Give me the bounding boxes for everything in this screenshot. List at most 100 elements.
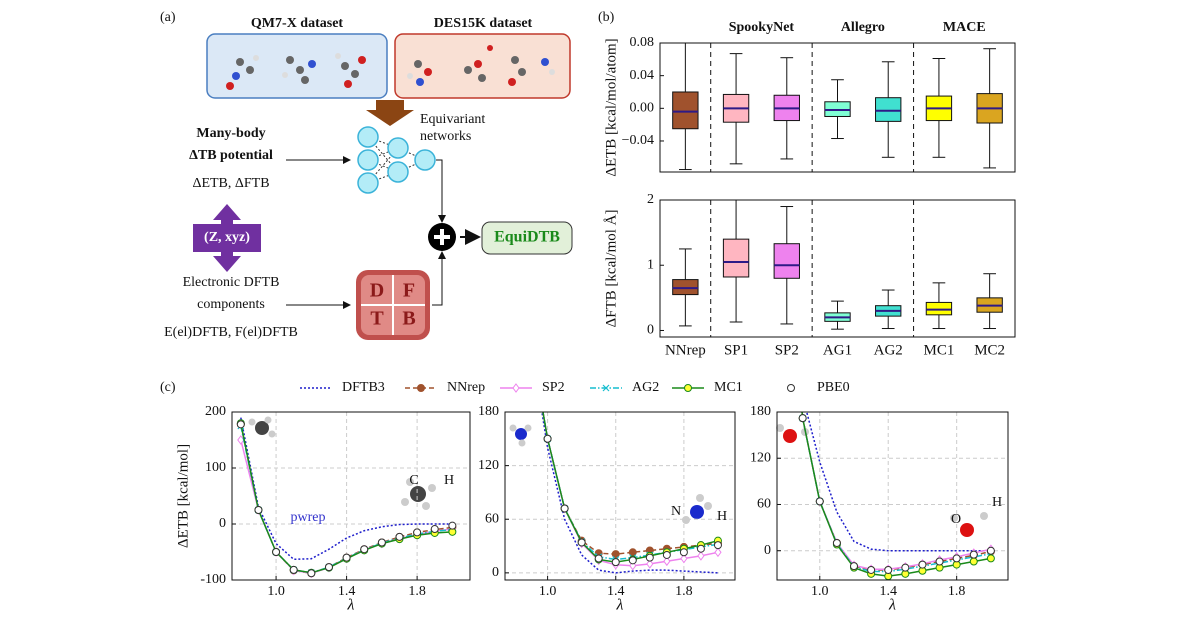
legend-entry: PBE0 [787,380,850,395]
group-label: SpookyNet [729,20,795,35]
panel-label: (c) [160,380,176,395]
legend-label: AG2 [632,380,659,395]
legend-label: NNrep [447,380,485,395]
double-arrow [213,204,241,272]
series-line [805,412,991,552]
plot-frame [504,411,736,581]
y-tick-label: 180 [478,404,499,419]
box [875,97,902,122]
data-point [850,562,858,571]
y-tick-label: 60 [757,497,771,512]
plot-frame [231,411,471,581]
data-point [628,556,637,565]
legend-marker [602,384,610,392]
y-tick-label: 200 [205,404,226,419]
data-point [510,212,517,219]
y-tick-label: 2 [647,192,654,207]
logo-letter: B [402,308,415,330]
dataset-box [206,33,388,99]
data-point [395,532,404,541]
network-nodes [357,126,436,194]
annotation: H [717,509,727,524]
dataset-title: DES15K dataset [434,16,533,31]
panel-label: (a) [160,10,176,25]
legend-entry: AG2 [590,380,659,395]
data-point [543,434,552,443]
data-point [986,554,995,563]
data-point [935,557,944,566]
x-tick-label: MC1 [924,342,955,358]
plot-frame [659,42,1016,173]
data-point [577,538,586,547]
legend-entry: NNrep [405,380,485,395]
x-tick-label: 1.0 [539,584,557,599]
data-point [815,497,824,506]
box [672,91,699,130]
data-point [662,550,671,559]
y-tick-label: 0 [647,323,654,338]
dataset-box [394,33,571,99]
x-tick-label: 1.8 [675,584,693,599]
data-point [986,546,995,555]
data-point [663,556,671,567]
plot-frame [659,199,1016,338]
arrow [366,100,414,126]
potential-label: Many-body [196,126,265,141]
data-point [969,550,978,559]
potential-label: ΔTB potential [189,148,273,163]
x-tick-label: AG1 [823,342,852,358]
data-point [511,211,517,219]
electronic-label: Electronic DFTB [183,275,280,290]
x-tick-label: 1.4 [607,584,625,599]
annotation: C [409,473,418,488]
x-tick-label: 1.8 [408,584,426,599]
y-tick-label: 60 [485,511,499,526]
series-line [541,412,719,574]
data-point [448,521,457,530]
data-point [528,338,534,344]
data-point [645,553,654,562]
y-tick-label: 1 [647,257,654,272]
y-tick-label: −0.04 [622,133,654,148]
legend-label: MC1 [714,380,743,395]
networks-label: Equivariant [420,112,485,127]
data-point [901,563,910,572]
output-label: EquiDTB [494,229,560,246]
data-point [646,559,654,569]
legend-marker [684,384,692,392]
annotation: pwrep [291,510,326,525]
x-axis-label: λ [347,597,355,614]
y-axis-label: ΔFTB [kcal/mol Å] [603,210,619,328]
x-axis-label: λ [888,597,896,614]
data-point [377,538,386,547]
y-axis-label: ΔETB [kcal/mol] [175,444,191,548]
box [773,243,800,279]
legend-label: SP2 [542,380,565,395]
group-label: Allegro [841,20,885,35]
legend-entry: DFTB3 [300,380,385,395]
x-tick-label: 1.8 [948,584,966,599]
x-tick-label: MC2 [974,342,1005,358]
x-tick-label: 1.4 [879,584,897,599]
x-tick-label: SP1 [724,342,748,358]
x-tick-label: NNrep [665,342,706,358]
annotation: O [951,512,961,527]
electronic-terms: E(el)DFTB, F(el)DFTB [164,325,298,340]
data-point [272,548,281,556]
output-box [481,221,573,255]
logo-letter: T [370,308,384,330]
data-point [307,569,316,578]
y-tick-label: 120 [750,450,771,465]
logo-letter: F [403,280,415,302]
annotation: H [444,473,454,488]
data-point [413,528,422,537]
data-point [527,337,534,344]
y-tick-label: 0.00 [630,101,655,116]
legend-marker [787,384,795,392]
x-axis-label: λ [616,597,624,614]
data-point [510,212,517,219]
data-point [969,557,978,566]
arrow [432,251,446,306]
data-point [510,212,517,219]
